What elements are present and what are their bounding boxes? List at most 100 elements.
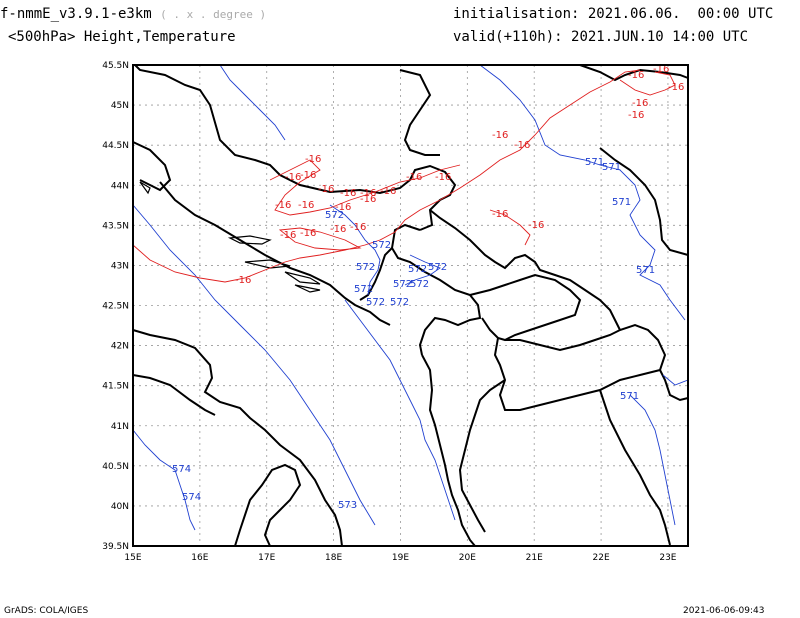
height-contour-label: 573 xyxy=(338,500,357,511)
lat-tick-label: 42.5N xyxy=(102,302,129,312)
macedonia-border xyxy=(493,323,667,411)
footer-timestamp: 2021-06-06-09:43 xyxy=(683,606,765,616)
lat-tick-label: 45N xyxy=(111,101,129,111)
temperature-contour-label: -16 xyxy=(632,98,648,109)
lat-tick-label: 41N xyxy=(111,422,129,432)
lon-tick-label: 20E xyxy=(459,553,476,563)
lon-tick-label: 19E xyxy=(392,553,409,563)
footer-credit: GrADS: COLA/IGES xyxy=(4,606,89,616)
albania-coast xyxy=(421,354,476,547)
bulgaria-border xyxy=(599,147,689,256)
temperature-contour-label: -16 xyxy=(380,186,396,197)
temperature-contour-label: -16 xyxy=(285,172,301,183)
temperature-contour-label: -16 xyxy=(435,172,451,183)
model-name: f-nmmE_v3.9.1-e3km xyxy=(0,6,152,22)
lat-tick-label: 40.5N xyxy=(102,462,129,472)
temperature-contour-label: -16 xyxy=(360,188,376,199)
lat-tick-label: 44.5N xyxy=(102,141,129,151)
temperature-contour-label: -16 xyxy=(668,82,684,93)
height-contour-label: 572 xyxy=(410,279,429,290)
lat-tick-label: 43N xyxy=(111,261,129,271)
albania-east-border xyxy=(458,379,506,533)
bulgaria-greece-border xyxy=(659,369,689,402)
lat-lon-grid xyxy=(133,65,688,546)
calabria xyxy=(234,463,302,547)
height-contour-label: 572 xyxy=(428,262,447,273)
temperature-contour-label: -16 xyxy=(300,228,316,239)
init-label: initialisation: xyxy=(453,6,580,22)
bosnia-border xyxy=(359,223,421,301)
temperature-contours xyxy=(132,69,676,283)
height-contour-label: 574 xyxy=(172,464,191,475)
temperature-labels: -16-16-16-16-16-16-16-16-16-16-16 -16 -16-… xyxy=(235,64,684,286)
model-title: f-nmmE_v3.9.1-e3km ( . x . degree ) xyxy=(0,6,266,22)
valid-value: 2021.JUN.10 14:00 UTC xyxy=(571,29,749,45)
lat-tick-label: 43.5N xyxy=(102,221,129,231)
kosovo-border xyxy=(469,273,582,342)
temperature-contour-label: -16 xyxy=(406,172,422,183)
temperature-contour-label: -16 xyxy=(628,70,644,81)
lat-tick-label: 41.5N xyxy=(102,382,129,392)
serbia-border xyxy=(429,209,621,331)
temperature-contour-label: -16 xyxy=(360,194,376,205)
danube-border xyxy=(399,69,440,156)
italy-tip xyxy=(132,374,216,416)
field-title: <500hPa> Height,Temperature xyxy=(8,29,236,45)
height-contour-label: 571 xyxy=(636,265,655,276)
lat-tick-label: 39.5N xyxy=(102,542,129,552)
temperature-contour-label: -16 xyxy=(300,170,316,181)
temperature-contour-label: -16 xyxy=(235,275,251,286)
temperature-contour-label: -16 xyxy=(350,222,366,233)
temperature-contour-label: -16 xyxy=(330,224,346,235)
greece-north xyxy=(599,389,671,546)
height-contour-label: 572 xyxy=(393,279,412,290)
lon-tick-label: 18E xyxy=(325,553,342,563)
valid-time: valid(+110h): 2021.JUN.10 14:00 UTC xyxy=(453,29,748,45)
romania-border xyxy=(579,64,689,82)
lon-tick-label: 22E xyxy=(593,553,610,563)
height-contour-label: 572 xyxy=(390,297,409,308)
lat-tick-label: 45.5N xyxy=(102,61,129,71)
height-contour-label: 571 xyxy=(585,157,604,168)
height-contour-label: 572 xyxy=(372,240,391,251)
init-value: 2021.06.06. 00:00 UTC xyxy=(587,6,774,22)
lon-tick-label: 15E xyxy=(124,553,141,563)
temperature-contour-label: -16 xyxy=(628,110,644,121)
map-frame xyxy=(132,64,689,547)
height-contour-label: 571 xyxy=(620,391,639,402)
height-contour-label: 574 xyxy=(182,492,201,503)
italy-heel xyxy=(132,329,343,547)
height-contour-label: 572 xyxy=(354,284,373,295)
temperature-contour-label: -16 xyxy=(298,200,314,211)
lon-tick-label: 21E xyxy=(526,553,543,563)
units-label: ( . x . degree ) xyxy=(160,8,267,21)
lat-tick-label: 44N xyxy=(111,181,129,191)
temperature-contour-label: -16 xyxy=(335,202,351,213)
height-contour-label: 571 xyxy=(612,197,631,208)
montenegro-border xyxy=(391,247,482,356)
lat-tick-label: 40N xyxy=(111,502,129,512)
temperature-contour-label: -16 xyxy=(340,188,356,199)
height-contour-label: 571 xyxy=(602,162,621,173)
temperature-contour-label: -16 xyxy=(653,64,669,75)
temperature-contour-label: -16 xyxy=(275,200,291,211)
height-contour-label: 572 xyxy=(356,262,375,273)
lon-tick-label: 16E xyxy=(191,553,208,563)
temperature-contour-label: -16 xyxy=(528,220,544,231)
temperature-contour-label: -16 xyxy=(305,154,321,165)
init-time: initialisation: 2021.06.06. 00:00 UTC xyxy=(453,6,773,22)
coastlines-borders xyxy=(132,64,689,547)
temperature-contour-label: -16 xyxy=(514,140,530,151)
height-contour-label: 572 xyxy=(366,297,385,308)
dalmatian-islands xyxy=(139,181,321,293)
temperature-contour-label: -16 xyxy=(492,209,508,220)
temperature-contour-label: -16 xyxy=(318,184,334,195)
lon-tick-label: 23E xyxy=(659,553,676,563)
lon-tick-label: 17E xyxy=(258,553,275,563)
temperature-contour-label: -16 xyxy=(492,130,508,141)
height-contour-label: 572 xyxy=(408,264,427,275)
height-contours xyxy=(132,64,689,531)
valid-label: valid(+110h): xyxy=(453,29,563,45)
